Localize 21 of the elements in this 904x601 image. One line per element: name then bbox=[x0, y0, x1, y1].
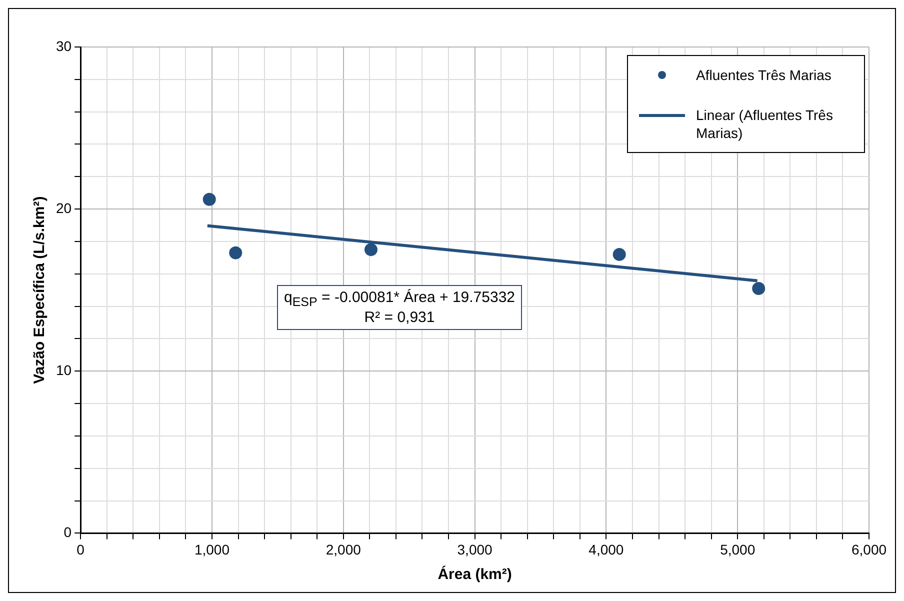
x-tick-label: 1,000 bbox=[194, 541, 230, 558]
point bbox=[229, 246, 242, 260]
y-tick-label: 30 bbox=[56, 38, 72, 54]
y-tick-label: 10 bbox=[56, 362, 72, 378]
x-tick-label: 6,000 bbox=[851, 541, 887, 558]
y-axis-title: Vazão Específica (L/s.km²) bbox=[31, 196, 48, 384]
legend-label: Afluentes Três Marias bbox=[696, 66, 832, 84]
x-axis-title: Área (km²) bbox=[438, 565, 512, 584]
x-tick-label: 3,000 bbox=[457, 541, 493, 558]
point bbox=[364, 243, 378, 256]
x-tick-label: 0 bbox=[76, 541, 85, 558]
x-tick-label: 5,000 bbox=[720, 541, 756, 558]
point bbox=[752, 282, 766, 295]
x-tick-label: 2,000 bbox=[326, 541, 362, 558]
point bbox=[612, 248, 626, 261]
annotation: q$_{ESP}$ = -0.00081* Área + 19.75332 R² = 0,931 bbox=[277, 285, 522, 330]
point bbox=[202, 192, 216, 206]
y-tick-label: 0 bbox=[64, 524, 72, 540]
x-tick-label: 4,000 bbox=[588, 541, 624, 558]
y-tick-label: 20 bbox=[56, 200, 72, 216]
legend-label: Linear (Afluentes Três Marias) bbox=[696, 106, 834, 142]
